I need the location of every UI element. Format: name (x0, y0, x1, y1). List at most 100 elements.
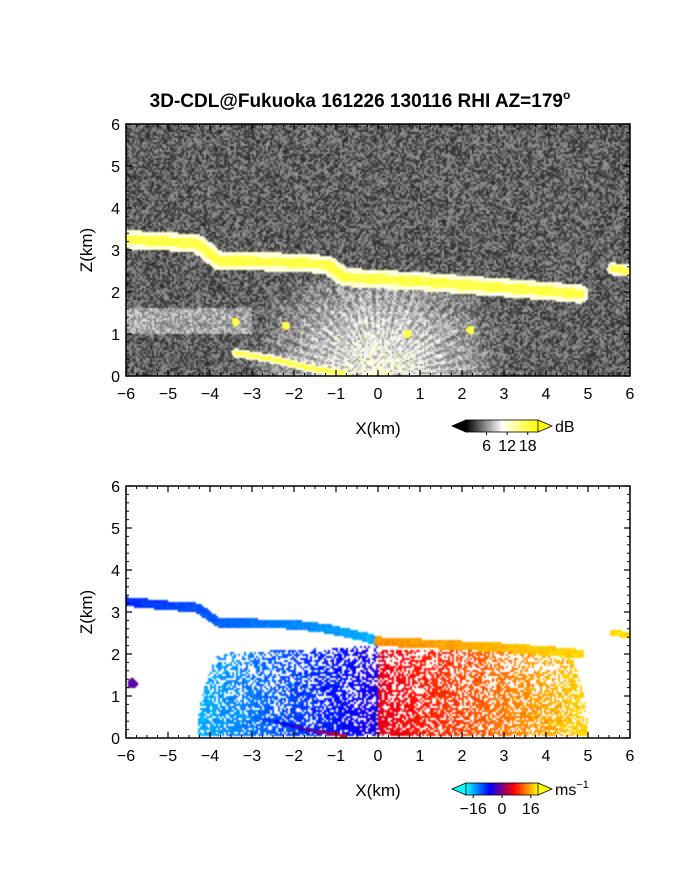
x-tick-label: −5 (159, 386, 177, 403)
colorbar-swatch (527, 783, 530, 795)
velocity-panel: −6 −5 −4 −3 −2 −1 0 1 2 3 4 5 6 0 1 2 3 4 5 6 X(km) Z(km) −… (77, 479, 635, 818)
colorbar-swatch (478, 420, 481, 432)
colorbar-unit: ms−1 (555, 779, 589, 799)
colorbar-swatch (520, 420, 523, 432)
colorbar-swatch (534, 420, 537, 432)
x-tick-label: 3 (500, 386, 509, 403)
y-tick-label: 0 (111, 731, 120, 748)
x-tick-label: 4 (542, 748, 551, 765)
x-tick-label: 6 (626, 386, 635, 403)
velocity-colorbar: −16 0 16 ms−1 (450, 779, 589, 818)
x-tick-label: −1 (327, 748, 345, 765)
colorbar-swatch (529, 420, 532, 432)
colorbar-swatch (475, 420, 478, 432)
colorbar-swatch (512, 783, 516, 795)
x-tick-label: 5 (584, 748, 593, 765)
colorbar-swatch (487, 420, 490, 432)
colorbar-swatch (491, 420, 494, 432)
colorbar-swatch (467, 783, 471, 795)
backscatter-ylabel: Z(km) (77, 228, 96, 272)
x-tick-label: 0 (374, 748, 383, 765)
colorbar-tick-label: −16 (460, 801, 487, 818)
colorbar-unit-text: dB (555, 419, 575, 436)
y-tick-label: 4 (111, 201, 120, 218)
title-text: 3D-CDL@Fukuoka 161226 130116 RHI AZ=179 (150, 91, 563, 112)
colorbar-swatch (503, 420, 507, 432)
colorbar-swatch (480, 783, 483, 795)
colorbar-swatch (529, 783, 532, 795)
backscatter-xlabel: X(km) (355, 419, 400, 438)
colorbar-swatch (532, 783, 535, 795)
colorbar-swatch (500, 420, 503, 432)
colorbar-swatch (536, 783, 539, 795)
colorbar-swatch (511, 783, 514, 795)
colorbar-swatch (485, 783, 489, 795)
colorbar-swatch (467, 420, 471, 432)
backscatter-ticks: −6 −5 −4 −3 −2 −1 0 1 2 3 4 5 6 0 1 2 3 4 5 6 (111, 117, 634, 403)
x-tick-label: −2 (285, 386, 303, 403)
colorbar-arrow-low (450, 782, 467, 796)
colorbar-swatch (509, 420, 512, 432)
x-tick-label: −4 (201, 748, 219, 765)
colorbar-swatch (469, 420, 472, 432)
velocity-heatmap (126, 486, 630, 738)
colorbar-swatch (476, 783, 480, 795)
backscatter-colorbar: 6 12 18 dB (450, 419, 575, 455)
x-tick-label: −3 (243, 386, 261, 403)
colorbar-swatch (514, 783, 517, 795)
colorbar-swatch (523, 420, 526, 432)
colorbar-swatch (493, 420, 496, 432)
colorbar-swatch (489, 783, 492, 795)
colorbar-swatch (484, 420, 487, 432)
colorbar-swatch (516, 420, 519, 432)
colorbar-swatch (502, 420, 505, 432)
y-tick-label: 3 (111, 243, 120, 260)
colorbar-arrow-high (537, 419, 554, 433)
colorbar-swatch (509, 783, 512, 795)
colorbar-swatch (471, 420, 474, 432)
y-tick-label: 0 (111, 369, 120, 386)
colorbar-swatch (471, 783, 474, 795)
colorbar-swatch (493, 783, 496, 795)
colorbar-swatch (487, 783, 490, 795)
colorbar-swatch (480, 420, 483, 432)
x-tick-label: 1 (416, 748, 425, 765)
colorbar-tick-label: 6 (482, 438, 491, 455)
colorbar-swatch (475, 783, 478, 795)
colorbar-swatch (505, 783, 508, 795)
x-tick-label: −6 (117, 386, 135, 403)
colorbar-swatch (512, 420, 516, 432)
colorbar-swatch (518, 420, 521, 432)
y-tick-label: 5 (111, 159, 120, 176)
y-tick-label: 4 (111, 563, 120, 580)
colorbar-swatch (530, 783, 534, 795)
colorbar-swatch (473, 783, 476, 795)
x-tick-label: 4 (542, 386, 551, 403)
x-tick-label: −5 (159, 748, 177, 765)
colorbar-swatch (532, 420, 535, 432)
y-tick-label: 3 (111, 605, 120, 622)
colorbar-swatch (503, 783, 507, 795)
colorbar-swatch (466, 420, 469, 432)
x-tick-label: −1 (327, 386, 345, 403)
colorbar-swatch (536, 420, 539, 432)
colorbar-swatch (494, 420, 498, 432)
colorbar-swatch (482, 783, 485, 795)
colorbar-unit: dB (555, 419, 575, 436)
colorbar-swatch (511, 420, 514, 432)
title-degree: o (563, 88, 570, 102)
x-tick-label: 2 (458, 748, 467, 765)
colorbar-swatch (525, 783, 528, 795)
colorbar-swatch (489, 420, 492, 432)
colorbar-swatch (494, 783, 498, 795)
colorbar-swatch (507, 420, 510, 432)
colorbar-arrow-low (450, 419, 467, 433)
colorbar-swatch (520, 783, 523, 795)
colorbar-swatch (502, 783, 505, 795)
velocity-ylabel: Z(km) (77, 590, 96, 634)
velocity-ticks: −6 −5 −4 −3 −2 −1 0 1 2 3 4 5 6 0 1 2 3 4 5 6 (111, 479, 634, 765)
colorbar-swatch (534, 783, 537, 795)
y-tick-label: 6 (111, 479, 120, 496)
colorbar-swatch (496, 420, 499, 432)
